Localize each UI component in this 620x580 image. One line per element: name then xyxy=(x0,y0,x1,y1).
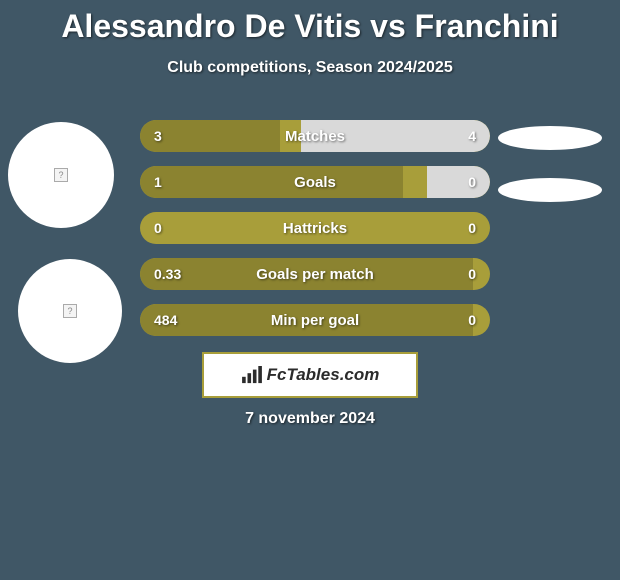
stat-value-left: 0 xyxy=(154,212,162,244)
stat-label: Hattricks xyxy=(140,212,490,244)
player2-avatar: ? xyxy=(18,259,122,363)
stat-label: Goals xyxy=(140,166,490,198)
stat-label: Goals per match xyxy=(140,258,490,290)
stat-value-right: 0 xyxy=(468,166,476,198)
page-subtitle: Club competitions, Season 2024/2025 xyxy=(0,59,620,77)
brand-box[interactable]: FcTables.com xyxy=(202,352,418,398)
stat-label: Matches xyxy=(140,120,490,152)
right-pill-2 xyxy=(498,178,602,202)
stat-value-right: 0 xyxy=(468,258,476,290)
page-title: Alessandro De Vitis vs Franchini xyxy=(0,0,620,45)
stat-value-left: 484 xyxy=(154,304,177,336)
stat-value-right: 0 xyxy=(468,304,476,336)
player1-avatar: ? xyxy=(8,122,114,228)
stat-value-right: 0 xyxy=(468,212,476,244)
stat-value-left: 3 xyxy=(154,120,162,152)
stat-value-right: 4 xyxy=(468,120,476,152)
stats-area: Matches34Goals10Hattricks00Goals per mat… xyxy=(140,120,490,350)
stat-label: Min per goal xyxy=(140,304,490,336)
image-placeholder-icon: ? xyxy=(54,168,68,182)
brand-text: FcTables.com xyxy=(267,365,380,385)
image-placeholder-icon: ? xyxy=(63,304,77,318)
comparison-canvas: Alessandro De Vitis vs Franchini Club co… xyxy=(0,0,620,580)
stat-row: Matches3 4 xyxy=(140,120,490,152)
stat-row: Goals per match0.33 0 xyxy=(140,258,490,290)
stat-row: Hattricks0 0 xyxy=(140,212,490,244)
brand-chart-icon xyxy=(241,366,263,384)
stat-row: Goals1 0 xyxy=(140,166,490,198)
stat-value-left: 0.33 xyxy=(154,258,181,290)
stat-row: Min per goal484 0 xyxy=(140,304,490,336)
stat-value-left: 1 xyxy=(154,166,162,198)
right-pill-1 xyxy=(498,126,602,150)
date-label: 7 november 2024 xyxy=(0,410,620,428)
